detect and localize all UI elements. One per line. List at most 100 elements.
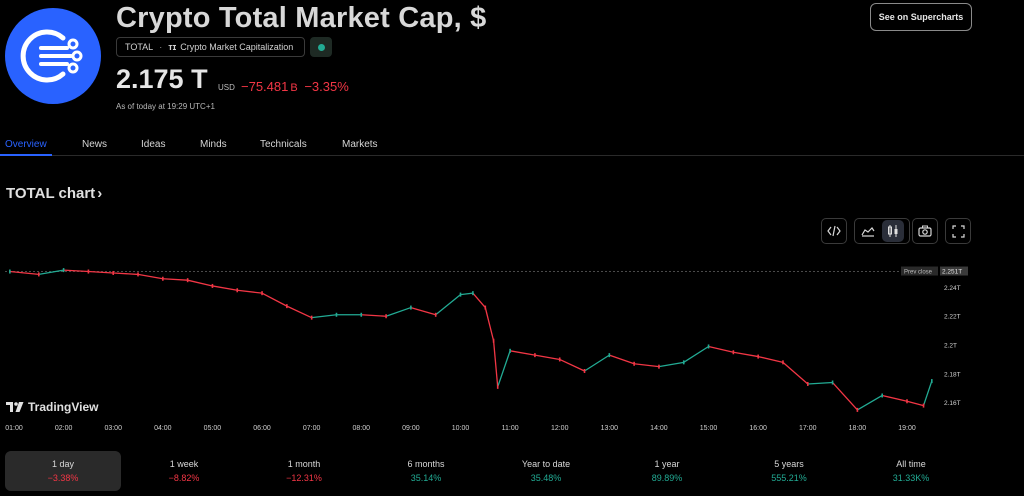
tab-technicals[interactable]: Technicals xyxy=(260,139,307,150)
tab-markets[interactable]: Markets xyxy=(342,139,378,150)
price-point xyxy=(410,305,412,310)
period-button[interactable]: All time 31.33K% xyxy=(853,451,969,491)
tradingview-watermark[interactable]: TradingView xyxy=(6,400,98,414)
tradingview-logo-icon xyxy=(6,402,24,412)
price-value: 2.175 T xyxy=(116,64,208,94)
market-open-dot-icon xyxy=(317,43,325,51)
active-tab-indicator xyxy=(0,154,52,156)
embed-icon xyxy=(827,225,841,237)
x-tick-label: 14:00 xyxy=(650,425,668,432)
price-segment xyxy=(658,361,684,368)
change-unit: B xyxy=(290,82,298,94)
price-segment xyxy=(187,279,213,287)
price-segment xyxy=(609,354,635,365)
period-button[interactable]: Year to date 35.48% xyxy=(488,451,604,491)
price-point xyxy=(782,360,784,365)
period-label: 1 week xyxy=(169,459,199,469)
price-point xyxy=(236,288,239,293)
symbol-chip[interactable]: TOTAL · ᴛɪ Crypto Market Capitalization xyxy=(116,37,305,57)
chart-title-link[interactable]: TOTAL chart › xyxy=(6,185,102,202)
tab-ideas[interactable]: Ideas xyxy=(141,139,166,150)
period-button[interactable]: 5 years 555.21% xyxy=(731,451,847,491)
price-point xyxy=(360,312,363,317)
chart-type-toggle xyxy=(854,218,910,244)
x-tick-label: 13:00 xyxy=(601,425,619,432)
price-segment xyxy=(584,354,610,372)
prev-close-label-bg xyxy=(901,266,938,276)
price-segment xyxy=(733,351,759,358)
price-point xyxy=(583,368,586,373)
area-chart-button[interactable] xyxy=(855,218,881,244)
fullscreen-button[interactable] xyxy=(945,218,971,244)
price-point xyxy=(658,364,660,369)
y-tick-label: 2.16T xyxy=(944,400,961,407)
x-tick-label: 04:00 xyxy=(154,425,172,432)
price-point xyxy=(9,269,11,274)
period-button[interactable]: 1 month −12.31% xyxy=(246,451,362,491)
price-point xyxy=(732,350,735,355)
period-change: 35.14% xyxy=(410,473,442,483)
embed-button[interactable] xyxy=(821,218,847,244)
price-point xyxy=(87,269,90,274)
tab-minds[interactable]: Minds xyxy=(200,139,227,150)
prev-close-value-bg xyxy=(940,266,968,276)
period-label: All time xyxy=(896,459,926,469)
price-segment xyxy=(472,292,486,308)
tab-overview[interactable]: Overview xyxy=(5,139,47,150)
symbol-ticker: TOTAL xyxy=(125,42,154,52)
price-segment xyxy=(212,285,238,291)
change-percent: −3.35% xyxy=(304,79,349,94)
x-tick-label: 03:00 xyxy=(104,425,122,432)
page-title: Crypto Total Market Cap, $ xyxy=(116,2,487,34)
y-tick-label: 2.2T xyxy=(944,343,957,350)
fullscreen-icon xyxy=(951,224,965,238)
x-tick-label: 12:00 xyxy=(551,425,569,432)
price-segment xyxy=(63,269,89,273)
price-segment xyxy=(497,350,511,388)
price-point xyxy=(211,283,214,288)
price-point xyxy=(682,360,685,365)
price-segment xyxy=(708,345,734,353)
price-change: −75.481 B −3.35% xyxy=(241,79,349,94)
candles-icon xyxy=(888,225,898,237)
price-segment xyxy=(906,400,924,407)
price-segment xyxy=(261,292,288,307)
x-tick-label: 18:00 xyxy=(849,425,867,432)
price-point xyxy=(335,312,338,317)
price-point xyxy=(633,361,635,366)
price-point xyxy=(112,270,115,275)
period-label: 6 months xyxy=(407,459,445,469)
price-segment xyxy=(435,294,461,316)
period-change: 89.89% xyxy=(651,473,683,483)
snapshot-button[interactable] xyxy=(912,218,938,244)
price-segment xyxy=(385,306,412,317)
price-point xyxy=(286,304,288,309)
price-point xyxy=(459,292,462,297)
market-status-chip[interactable] xyxy=(310,37,332,57)
period-button[interactable]: 1 day −3.38% xyxy=(5,451,121,491)
performance-periods: 1 day −3.38% 1 week −8.82% 1 month −12.31% 6 m… xyxy=(5,451,1015,491)
period-label: 1 month xyxy=(287,459,321,469)
x-tick-label: 06:00 xyxy=(253,425,271,432)
period-change: −8.82% xyxy=(168,473,200,483)
candles-chart-button[interactable] xyxy=(882,220,904,242)
price-chart[interactable]: Prev close 2.251T 2.24T 2.22T 2.2T 2.18T 2.16T… xyxy=(0,250,1024,440)
price-segment xyxy=(137,273,163,280)
period-button[interactable]: 1 week −8.82% xyxy=(126,451,242,491)
see-on-supercharts-button[interactable]: See on Supercharts xyxy=(870,3,972,31)
tab-news[interactable]: News xyxy=(82,139,108,150)
x-tick-label: 15:00 xyxy=(700,425,718,432)
price-point xyxy=(137,272,139,277)
price-segment xyxy=(758,355,784,363)
y-tick-label: 2.22T xyxy=(944,314,961,321)
price-segment xyxy=(683,345,709,363)
x-tick-label: 07:00 xyxy=(303,425,321,432)
price-point xyxy=(881,393,883,398)
price-segment xyxy=(9,270,39,276)
period-button[interactable]: 6 months 35.14% xyxy=(368,451,484,491)
price-point xyxy=(472,291,474,296)
period-change: 31.33K% xyxy=(892,473,930,483)
period-change: −3.38% xyxy=(47,473,79,483)
period-button[interactable]: 1 year 89.89% xyxy=(609,451,725,491)
price-point xyxy=(310,315,313,320)
